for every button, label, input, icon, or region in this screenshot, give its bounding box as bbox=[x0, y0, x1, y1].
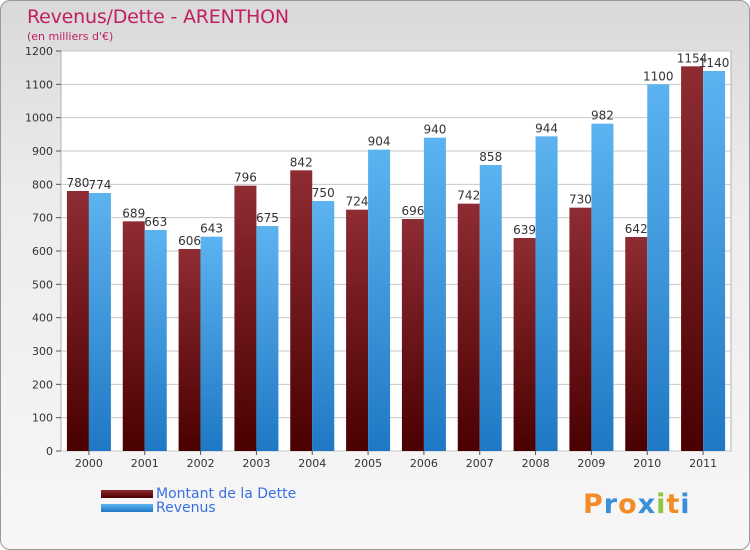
bar-dette bbox=[681, 66, 704, 451]
bar-revenus bbox=[703, 71, 726, 451]
bar-value-label: 780 bbox=[66, 176, 89, 190]
x-tick-label: 2010 bbox=[633, 457, 661, 470]
bar-dette bbox=[625, 237, 648, 451]
y-tick-label: 600 bbox=[32, 245, 53, 258]
y-tick-label: 700 bbox=[32, 212, 53, 225]
bar-value-label: 742 bbox=[457, 189, 480, 203]
bar-dette bbox=[569, 207, 592, 451]
chart-title: Revenus/Dette - ARENTHON bbox=[27, 6, 289, 28]
bar-value-label: 639 bbox=[513, 223, 536, 237]
bar-value-label: 858 bbox=[479, 150, 502, 164]
bar-value-label: 940 bbox=[423, 123, 446, 137]
y-tick-label: 0 bbox=[46, 445, 53, 458]
bar-value-label: 1140 bbox=[699, 56, 730, 70]
bar-value-label: 944 bbox=[535, 121, 558, 135]
legend-swatch-dette bbox=[101, 490, 153, 498]
bar-revenus bbox=[312, 201, 335, 451]
chart-subtitle: (en milliers d'€) bbox=[27, 30, 114, 43]
bar-revenus bbox=[479, 165, 502, 451]
y-tick-label: 300 bbox=[32, 345, 53, 358]
y-tick-label: 1000 bbox=[25, 112, 53, 125]
y-tick-label: 1100 bbox=[25, 78, 53, 91]
logo-letter: P bbox=[583, 489, 604, 520]
y-tick-label: 500 bbox=[32, 278, 53, 291]
x-tick-label: 2006 bbox=[410, 457, 438, 470]
x-tick-label: 2001 bbox=[131, 457, 159, 470]
x-tick-label: 2008 bbox=[522, 457, 550, 470]
x-tick-label: 2002 bbox=[187, 457, 215, 470]
bar-dette bbox=[346, 209, 369, 451]
y-tick-label: 800 bbox=[32, 178, 53, 191]
bar-value-label: 842 bbox=[290, 155, 313, 169]
bar-value-label: 796 bbox=[234, 171, 257, 185]
bar-value-label: 642 bbox=[625, 222, 648, 236]
bar-revenus bbox=[368, 149, 391, 451]
legend-label-dette: Montant de la Dette bbox=[156, 486, 297, 502]
bar-revenus bbox=[200, 236, 223, 451]
x-tick-label: 2011 bbox=[689, 457, 717, 470]
logo-letter: t bbox=[666, 489, 681, 520]
y-axis: 0 100 200 300 400 500 600 700 800 900 1000 1100 1200 bbox=[25, 45, 61, 458]
y-tick-label: 1200 bbox=[25, 45, 53, 58]
proxiti-logo: Proxiti bbox=[583, 489, 691, 520]
bar-value-label: 675 bbox=[256, 211, 279, 225]
bar-revenus bbox=[535, 136, 558, 452]
logo-letter: i bbox=[656, 489, 667, 520]
bar-value-label: 982 bbox=[591, 109, 614, 123]
bar-dette bbox=[66, 191, 89, 451]
grid-lines bbox=[61, 50, 731, 452]
bar-dette bbox=[122, 221, 145, 451]
x-axis: 2000 2001 2002 2003 2004 2005 2006 2007 2008 2009… bbox=[75, 451, 717, 470]
y-tick-label: 100 bbox=[32, 412, 53, 425]
bar-value-label: 643 bbox=[200, 222, 223, 236]
x-tick-label: 2000 bbox=[75, 457, 103, 470]
x-tick-label: 2003 bbox=[242, 457, 270, 470]
bar-value-label: 689 bbox=[122, 206, 145, 220]
bar-dette bbox=[457, 203, 480, 451]
bar-revenus bbox=[647, 84, 670, 451]
y-tick-label: 200 bbox=[32, 378, 53, 391]
bar-value-label: 724 bbox=[346, 195, 369, 209]
logo-letter: x bbox=[637, 489, 657, 520]
bars-group bbox=[66, 66, 726, 452]
bar-dette bbox=[234, 185, 257, 451]
legend-label-revenus: Revenus bbox=[156, 500, 216, 516]
bar-value-label: 904 bbox=[368, 135, 391, 149]
bar-revenus bbox=[591, 123, 614, 452]
bar-value-label: 774 bbox=[88, 178, 111, 192]
bar-value-label: 730 bbox=[569, 193, 592, 207]
bar-value-label: 663 bbox=[144, 215, 167, 229]
bar-dette bbox=[513, 238, 536, 451]
bar-dette bbox=[290, 170, 313, 452]
bar-dette bbox=[178, 249, 201, 451]
legend-swatch-revenus bbox=[101, 504, 153, 512]
bar-revenus bbox=[256, 226, 279, 451]
bar-dette bbox=[401, 219, 424, 451]
x-tick-label: 2005 bbox=[354, 457, 382, 470]
bar-value-label: 696 bbox=[401, 204, 424, 218]
bar-revenus bbox=[88, 193, 111, 451]
x-tick-label: 2009 bbox=[577, 457, 605, 470]
bar-value-label: 750 bbox=[312, 186, 335, 200]
logo-letter: r bbox=[603, 489, 619, 520]
bar-value-label: 1154 bbox=[677, 51, 708, 65]
y-tick-label: 400 bbox=[32, 312, 53, 325]
y-tick-label: 900 bbox=[32, 145, 53, 158]
bar-value-label: 1100 bbox=[643, 69, 674, 83]
logo-letter: o bbox=[618, 489, 638, 520]
bar-revenus bbox=[423, 137, 446, 451]
x-tick-label: 2004 bbox=[298, 457, 326, 470]
bar-revenus bbox=[144, 230, 167, 451]
bar-value-label: 606 bbox=[178, 234, 201, 248]
x-tick-label: 2007 bbox=[466, 457, 494, 470]
logo-letter: i bbox=[680, 489, 691, 520]
